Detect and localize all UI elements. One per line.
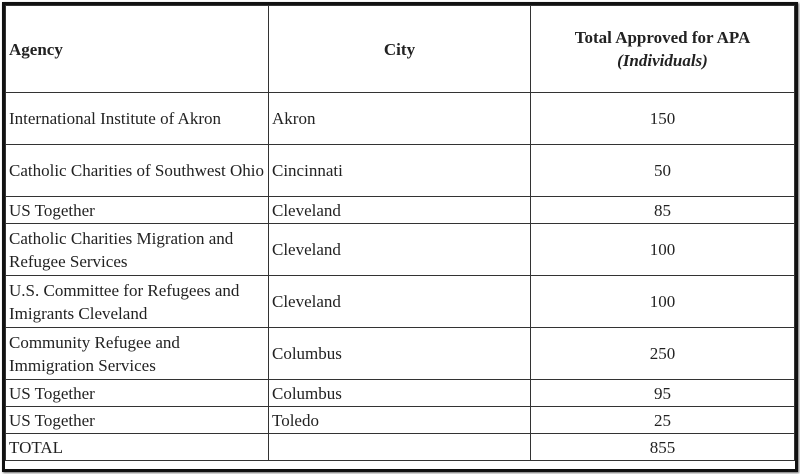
- agency-table: Agency City Total Approved for APA (Indi…: [5, 5, 795, 461]
- header-text: Total Approved for APA: [574, 28, 751, 47]
- table-cell: Catholic Charities Migration and Refugee…: [5, 223, 269, 276]
- header-subtext: (Individuals): [617, 51, 708, 70]
- table-row: US Together Toledo 25: [5, 406, 795, 434]
- table-cell: Cleveland: [268, 196, 531, 224]
- table-row: International Institute of Akron Akron 150: [5, 92, 795, 145]
- header-cell: City: [268, 5, 531, 93]
- table-cell: US Together: [5, 196, 269, 224]
- table-cell: Catholic Charities of Southwest Ohio: [5, 144, 269, 197]
- table-cell: International Institute of Akron: [5, 92, 269, 145]
- table-row: US Together Columbus 95: [5, 379, 795, 407]
- table-row: Catholic Charities Migration and Refugee…: [5, 223, 795, 276]
- table-cell: [268, 433, 531, 461]
- table-cell: Cleveland: [268, 223, 531, 276]
- table-cell: 150: [530, 92, 795, 145]
- table-cell: U.S. Committee for Refugees and Imigrant…: [5, 275, 269, 328]
- total-value: 855: [530, 433, 795, 461]
- table-cell: US Together: [5, 406, 269, 434]
- total-label: TOTAL: [5, 433, 269, 461]
- table-cell: Cincinnati: [268, 144, 531, 197]
- table-row: Community Refugee and Immigration Servic…: [5, 327, 795, 380]
- table-cell: 100: [530, 275, 795, 328]
- table-cell: Akron: [268, 92, 531, 145]
- table-cell: Columbus: [268, 327, 531, 380]
- table-body: International Institute of Akron Akron 150…: [5, 92, 795, 461]
- table-cell: 100: [530, 223, 795, 276]
- table-cell: 250: [530, 327, 795, 380]
- table-cell: 85: [530, 196, 795, 224]
- table-cell: 50: [530, 144, 795, 197]
- table-row: U.S. Committee for Refugees and Imigrant…: [5, 275, 795, 328]
- table-cell: Toledo: [268, 406, 531, 434]
- table-cell: 25: [530, 406, 795, 434]
- table-cell: 95: [530, 379, 795, 407]
- table-row: Catholic Charities of Southwest Ohio Cinc…: [5, 144, 795, 197]
- table-cell: Columbus: [268, 379, 531, 407]
- table-cell: US Together: [5, 379, 269, 407]
- table-cell: Community Refugee and Immigration Servic…: [5, 327, 269, 380]
- header-row: Agency City Total Approved for APA (Indi…: [5, 5, 795, 93]
- table-row: US Together Cleveland 85: [5, 196, 795, 224]
- header-cell: Total Approved for APA (Individuals): [530, 5, 795, 93]
- total-row: TOTAL 855: [5, 433, 795, 461]
- header-cell: Agency: [5, 5, 269, 93]
- table-cell: Cleveland: [268, 275, 531, 328]
